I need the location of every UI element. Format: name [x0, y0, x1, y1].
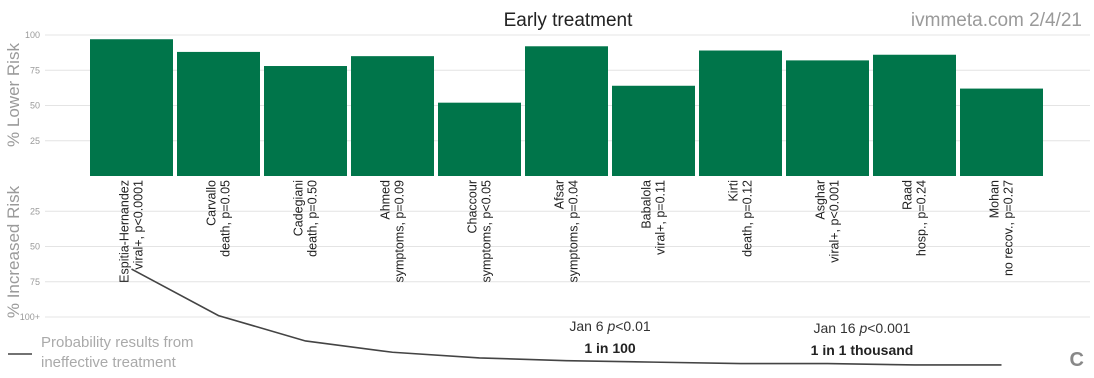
annotation-2-odds: 1 in 1 thousand [811, 342, 914, 358]
upper-tick-label: 75 [30, 65, 40, 75]
study-name-label: Carvallo [205, 180, 219, 226]
lower-tick-label: 50 [30, 242, 40, 252]
annotation-1-p: p [606, 318, 615, 334]
lower-axis-label: % Increased Risk [4, 185, 23, 318]
study-name-label: Ahmed [379, 180, 393, 220]
bar [438, 102, 521, 176]
bar [351, 56, 434, 176]
upper-tick-label: 50 [30, 101, 40, 111]
study-result-label: death, p=0.50 [306, 180, 320, 257]
lower-tick-label: 100+ [20, 312, 40, 322]
upper-tick-label: 100 [25, 30, 40, 40]
study-name-label: Afsar [553, 180, 567, 209]
study-result-label: hosp., p=0.24 [915, 180, 929, 256]
bar [177, 51, 260, 176]
annotation-1-date-text: Jan 6 [569, 318, 603, 334]
annotation-2-p: p [858, 320, 867, 336]
study-name-label: Kirti [727, 180, 741, 202]
study-name-label: Asghar [814, 180, 828, 220]
bar [873, 54, 956, 176]
study-result-label: symptoms, p=0.04 [567, 180, 581, 283]
study-name-label: Mohan [988, 180, 1002, 218]
bar [264, 66, 347, 176]
source-label: ivmmeta.com 2/4/21 [911, 10, 1082, 31]
study-name-label: Chaccour [466, 180, 480, 234]
bars [90, 39, 1043, 177]
study-name-label: Espitia-Hernandez [118, 180, 132, 283]
bar [786, 60, 869, 176]
annotation-1-pvalue: <0.01 [615, 318, 651, 334]
study-result-label: death, p=0.12 [741, 180, 755, 257]
probability-line [131, 268, 1002, 366]
annotation-2-pvalue: <0.001 [867, 320, 910, 336]
lower-tick-label: 25 [30, 206, 40, 216]
study-result-label: viral+, p=0.11 [654, 180, 668, 255]
annotation-1-odds: 1 in 100 [584, 340, 636, 356]
study-name-label: Babalola [640, 180, 654, 229]
legend-line-1: Probability results from [41, 334, 194, 351]
bar [699, 50, 782, 177]
bar [90, 39, 173, 177]
study-name-label: Cadegiani [292, 180, 306, 236]
upper-tick-label: 25 [30, 136, 40, 146]
study-result-label: viral+, p<0.0001 [132, 180, 146, 270]
study-result-label: no recov., p=0.27 [1002, 180, 1016, 276]
study-result-label: symptoms, p<0.05 [480, 180, 494, 283]
probability-line-group [131, 268, 1002, 366]
annotation-2-date-text: Jan 16 [814, 320, 856, 336]
lower-tick-label: 75 [30, 277, 40, 287]
annotation-1-date: Jan 6 p<0.01 [569, 318, 651, 334]
upper-axis-label: % Lower Risk [4, 43, 23, 147]
legend-line-2: ineffective treatment [41, 354, 177, 371]
study-result-label: death, p=0.05 [219, 180, 233, 257]
study-result-label: symptoms, p=0.09 [393, 180, 407, 283]
annotation-2-date: Jan 16 p<0.001 [814, 320, 911, 336]
bar [612, 85, 695, 176]
study-name-label: Raad [901, 180, 915, 210]
bar [525, 46, 608, 176]
corner-mark: C [1070, 349, 1084, 371]
study-labels: Espitia-Hernandez viral+, p<0.0001 Carvall… [118, 180, 1016, 283]
chart-title: Early treatment [504, 10, 634, 31]
bar [960, 88, 1043, 176]
study-result-label: viral+, p<0.001 [828, 180, 842, 263]
